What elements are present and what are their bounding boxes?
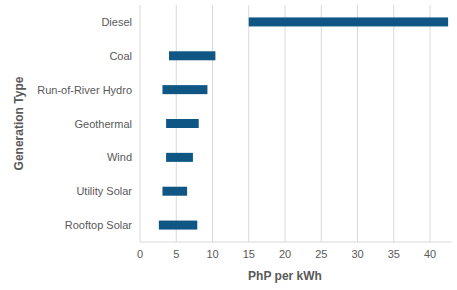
grid-line xyxy=(357,5,358,242)
tick-label: 30 xyxy=(351,248,363,260)
tick-label: 35 xyxy=(388,248,400,260)
category-label: Utility Solar xyxy=(76,185,132,197)
y-axis-title: Generation Type xyxy=(12,76,26,170)
bar xyxy=(166,153,193,162)
grid-line xyxy=(248,5,249,242)
tick-label: 5 xyxy=(173,248,179,260)
bar xyxy=(166,119,199,128)
category-label: Run-of-River Hydro xyxy=(37,84,132,96)
category-label: Geothermal xyxy=(75,118,132,130)
tick-label: 0 xyxy=(137,248,143,260)
category-label: Coal xyxy=(109,50,132,62)
tick-label: 25 xyxy=(315,248,327,260)
chart: 0 5 10 15 20 25 30 35 40 Diesel Coal Run-of-River H… xyxy=(0,0,457,290)
category-label: Diesel xyxy=(101,16,132,28)
grid-line xyxy=(321,5,322,242)
category-label: Rooftop Solar xyxy=(65,219,133,231)
grid-line xyxy=(430,5,431,242)
grid-line xyxy=(393,5,394,242)
tick-label: 20 xyxy=(279,248,291,260)
tick-label: 10 xyxy=(206,248,218,260)
grid-line xyxy=(140,5,141,242)
bar xyxy=(249,17,448,26)
bar xyxy=(162,85,207,94)
grid-line xyxy=(212,5,213,242)
bar xyxy=(169,51,215,60)
bars xyxy=(159,17,448,229)
tick-label: 40 xyxy=(424,248,436,260)
bar xyxy=(159,221,197,230)
grid-line xyxy=(285,5,286,242)
bar xyxy=(162,187,187,196)
x-axis-title: PhP per kWh xyxy=(248,269,322,283)
tick-label: 15 xyxy=(243,248,255,260)
x-axis-line xyxy=(140,242,452,243)
category-label: Wind xyxy=(107,151,132,163)
